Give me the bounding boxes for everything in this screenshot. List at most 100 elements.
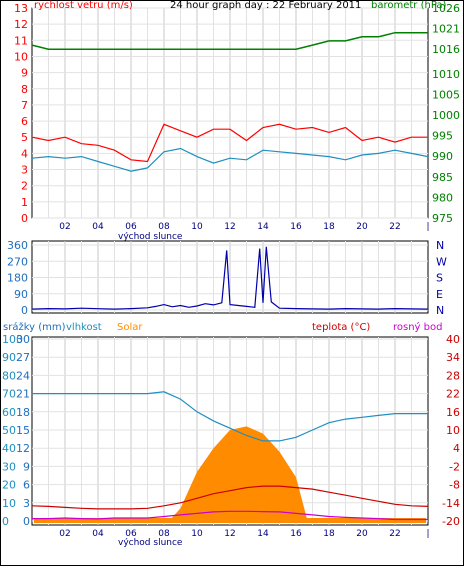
- wind-speed-tick-label: 2: [21, 180, 28, 193]
- x-tick-label: 14: [257, 529, 269, 539]
- wind-pressure-x-axis: 02 04 06 08 10 12 14 16 18 20 22 |: [59, 222, 429, 232]
- wind-speed-tick-label: 1: [21, 196, 28, 209]
- temperature-tick-label: 34: [446, 351, 460, 364]
- x-tick-label: 16: [290, 222, 302, 232]
- x-tick-label: 16: [290, 529, 302, 539]
- humidity-tick-label: 30: [2, 460, 16, 473]
- direction-degree-tick: 180: [7, 272, 28, 285]
- direction-compass-tick: N: [436, 239, 444, 252]
- humidity-tick-label: 90: [2, 351, 16, 364]
- pressure-tick-label: 1005: [432, 88, 460, 101]
- solar-series: [34, 426, 426, 523]
- x-tick-label: 12: [224, 529, 235, 539]
- precip-tick-label: 24: [16, 369, 30, 382]
- direction-line: [31, 246, 429, 310]
- direction-degrees-axis: 360 270 180 90 0: [7, 239, 28, 317]
- wind-speed-tick-label: 11: [14, 34, 28, 47]
- wind-pressure-series: [31, 31, 429, 172]
- humidity-tick-label: 50: [2, 424, 16, 437]
- x-tick-label: 22: [389, 529, 400, 539]
- precip-tick-label: 15: [16, 424, 30, 437]
- temperature-tick-label: 16: [446, 406, 460, 419]
- pressure-line: [31, 31, 428, 50]
- temperature-tick-label: 40: [446, 333, 460, 346]
- chart-title: 24 hour graph day : 22 February 2011: [170, 0, 361, 11]
- x-tick-label: 02: [59, 222, 70, 232]
- direction-degree-tick: 90: [14, 288, 28, 301]
- wind-speed-tick-label: 6: [21, 115, 28, 128]
- pressure-tick-label: 1021: [432, 23, 460, 36]
- humidity-line: [32, 391, 428, 442]
- humidity-tick-label: 60: [2, 406, 16, 419]
- x-tick-label: 18: [323, 222, 335, 232]
- humidity-temperature-x-axis: 02 04 06 08 10 12 14 16 18 20 22 |: [59, 529, 429, 539]
- wind-speed-tick-label: 10: [14, 50, 28, 63]
- precip-tick-label: 12: [16, 442, 30, 455]
- wind-speed-tick-label: 5: [21, 131, 28, 144]
- humidity-tick-label: 80: [2, 369, 16, 382]
- precip-tick-label: 27: [16, 351, 30, 364]
- direction-degree-tick: 360: [7, 239, 28, 252]
- wind-pressure-grid: [32, 7, 428, 219]
- pressure-tick-label: 1026: [432, 2, 460, 15]
- wind-speed-tick-label: 0: [21, 212, 28, 225]
- humidity-tick-label: 10: [2, 497, 16, 510]
- solar-axis-label: Solar: [117, 322, 143, 333]
- dew-point-axis-label: rosný bod: [393, 321, 442, 333]
- humidity-tick-label: 70: [2, 388, 16, 401]
- precip-axis-label: srážky (mm): [3, 321, 66, 333]
- x-tick-label: 06: [125, 529, 137, 539]
- wind-speed-axis-label: rychlost vetru (m/s): [34, 0, 133, 11]
- direction-compass-tick: N: [436, 304, 444, 317]
- x-tick-label: 12: [224, 222, 235, 232]
- direction-compass-tick: S: [436, 272, 443, 285]
- direction-compass-tick: E: [436, 288, 443, 301]
- gust-line: [31, 123, 428, 163]
- humidity-axis-label: vlhkost: [66, 322, 102, 333]
- x-tick-label: 08: [158, 222, 170, 232]
- x-tick-label: 08: [158, 529, 170, 539]
- pressure-axis: 975 980 985 990 995 1000 1005 1010 1016 1021 1026: [432, 2, 460, 225]
- temperature-axis-label: teplota (°C): [312, 322, 370, 333]
- wind-speed-tick-label: 9: [21, 67, 28, 80]
- solar-area: [169, 426, 308, 521]
- pressure-tick-label: 980: [432, 191, 453, 204]
- x-tick-label: 06: [125, 222, 137, 232]
- precip-tick-label: 6: [23, 479, 30, 492]
- temperature-tick-label: 10: [446, 424, 460, 437]
- pressure-tick-label: 985: [432, 171, 453, 184]
- humidity-tick-label: 40: [2, 442, 16, 455]
- temperature-tick-label: 28: [446, 369, 460, 382]
- wind-speed-tick-label: 13: [14, 2, 28, 15]
- temperature-tick-label: -14: [442, 497, 460, 510]
- pressure-tick-label: 975: [432, 212, 453, 225]
- x-tick-label: 20: [356, 222, 368, 232]
- x-tick-label: 22: [389, 222, 400, 232]
- wind-speed-tick-label: 4: [21, 147, 28, 160]
- x-tick-label: 18: [323, 529, 335, 539]
- wind-speed-tick-label: 8: [21, 83, 28, 96]
- wind-speed-tick-label: 12: [14, 18, 28, 31]
- direction-degree-tick: 0: [21, 304, 28, 317]
- temperature-axis: -20 -14 -8 -2 4 10 16 22 28 34 40: [442, 333, 460, 528]
- x-tick-label: 04: [92, 529, 104, 539]
- precip-tick-label: 21: [16, 388, 30, 401]
- x-tick-label: 20: [356, 529, 368, 539]
- pressure-tick-label: 1016: [432, 43, 460, 56]
- wind-speed-tick-label: 3: [21, 164, 28, 177]
- temperature-tick-label: 22: [446, 388, 460, 401]
- pressure-tick-label: 995: [432, 130, 453, 143]
- humidity-tick-label: 20: [2, 479, 16, 492]
- humidity-tick-label: 0: [2, 515, 9, 528]
- dew_point-line: [32, 510, 428, 521]
- x-tick-label: 10: [191, 222, 203, 232]
- x-tick-label: 10: [191, 529, 203, 539]
- pressure-tick-label: 1000: [432, 109, 460, 122]
- precip-tick-label: 3: [23, 497, 30, 510]
